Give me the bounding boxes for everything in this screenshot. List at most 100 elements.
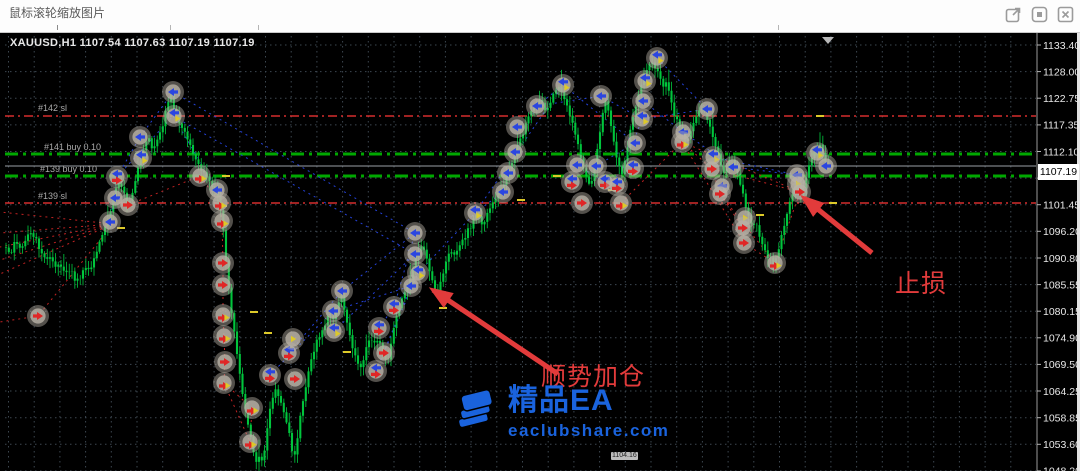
svg-text:1133.40: 1133.40	[1043, 40, 1080, 52]
trade-marker[interactable]	[213, 372, 235, 394]
trade-marker[interactable]	[373, 342, 395, 364]
trade-marker[interactable]	[189, 165, 211, 187]
trade-marker[interactable]	[497, 162, 519, 184]
trade-marker[interactable]	[506, 116, 528, 138]
trade-marker[interactable]	[733, 232, 755, 254]
trade-marker[interactable]	[701, 158, 723, 180]
trade-marker[interactable]	[571, 192, 593, 214]
ruler-tick	[778, 25, 779, 30]
trade-marker[interactable]	[117, 194, 139, 216]
trade-marker[interactable]	[610, 192, 632, 214]
svg-text:1096.20: 1096.20	[1043, 226, 1080, 238]
trade-marker[interactable]	[624, 132, 646, 154]
trade-marker[interactable]	[806, 142, 828, 164]
trade-marker[interactable]	[130, 147, 152, 169]
trade-marker[interactable]	[764, 252, 786, 274]
trade-marker[interactable]	[585, 155, 607, 177]
watermark-texts: 精品EA eaclubshare.com	[508, 385, 669, 441]
annotation-add-position: 顺势加仓	[541, 363, 646, 391]
ruler-tick	[57, 25, 58, 30]
open-in-new-window-button[interactable]	[1005, 6, 1022, 23]
svg-text:1128.00: 1128.00	[1043, 66, 1080, 78]
trade-marker[interactable]	[696, 98, 718, 120]
svg-text:1074.90: 1074.90	[1043, 333, 1080, 345]
trade-marker[interactable]	[211, 210, 233, 232]
trade-marker[interactable]	[492, 181, 514, 203]
order-label-142-sl[interactable]: #142 sl	[38, 103, 68, 113]
trade-marker[interactable]	[163, 105, 185, 127]
trade-marker[interactable]	[632, 90, 654, 112]
trade-marker[interactable]	[284, 368, 306, 390]
trade-marker[interactable]	[239, 431, 261, 453]
trade-marker[interactable]	[404, 243, 426, 265]
trade-marker[interactable]	[212, 274, 234, 296]
trade-marker[interactable]	[322, 300, 344, 322]
ruler-tick	[170, 25, 171, 30]
trade-marker[interactable]	[365, 360, 387, 382]
trade-marker[interactable]	[241, 397, 263, 419]
trade-marker[interactable]	[646, 47, 668, 69]
trade-marker[interactable]	[27, 305, 49, 327]
trade-marker[interactable]	[212, 304, 234, 326]
trade-marker[interactable]	[815, 155, 837, 177]
svg-text:1122.75: 1122.75	[1043, 93, 1080, 105]
trade-marker[interactable]	[622, 157, 644, 179]
trade-marker[interactable]	[407, 262, 429, 284]
trade-marker[interactable]	[212, 252, 234, 274]
order-label-141-buy[interactable]: #141 buy 0.10	[44, 142, 102, 152]
trade-marker[interactable]	[590, 85, 612, 107]
trade-marker[interactable]	[561, 171, 583, 193]
order-label-139-buy[interactable]: #139 buy 0.10	[40, 164, 98, 174]
trade-marker[interactable]	[566, 154, 588, 176]
trade-marker[interactable]	[323, 320, 345, 342]
trade-marker[interactable]	[383, 296, 405, 318]
svg-text:1080.15: 1080.15	[1043, 306, 1080, 318]
trade-markers	[27, 37, 837, 453]
candlestick-chart: 1133.40 1128.00 1122.75 1117.35 1112.10 1101.…	[0, 33, 1080, 471]
trade-marker[interactable]	[552, 74, 574, 96]
trade-marker[interactable]	[606, 174, 628, 196]
trade-marker[interactable]	[634, 70, 656, 92]
trade-marker[interactable]	[709, 183, 731, 205]
trade-marker[interactable]	[129, 126, 151, 148]
trade-marker[interactable]	[331, 280, 353, 302]
trade-marker[interactable]	[504, 141, 526, 163]
watermark: 精品EA eaclubshare.com	[450, 385, 669, 441]
trade-marker[interactable]	[278, 342, 300, 364]
trade-marker[interactable]	[526, 95, 548, 117]
trade-marker[interactable]	[259, 364, 281, 386]
svg-text:1058.85: 1058.85	[1043, 413, 1080, 425]
svg-text:1112.10: 1112.10	[1043, 146, 1080, 158]
trade-marker[interactable]	[162, 81, 184, 103]
mini-price-label: 1104.16	[611, 452, 638, 460]
watermark-domain: eaclubshare.com	[508, 421, 670, 440]
trade-marker[interactable]	[214, 351, 236, 373]
ruler-tick	[258, 25, 259, 30]
trade-marker[interactable]	[106, 166, 128, 188]
trade-marker[interactable]	[464, 202, 486, 224]
trade-marker[interactable]	[99, 211, 121, 233]
trade-marker[interactable]	[104, 187, 126, 209]
trade-marker[interactable]	[282, 328, 304, 350]
layers-logo-icon	[457, 389, 494, 429]
trade-marker[interactable]	[209, 192, 231, 214]
trade-marker[interactable]	[368, 317, 390, 339]
annotation-stop-loss: 止损	[895, 270, 948, 298]
close-button[interactable]	[1057, 6, 1074, 23]
trade-marker[interactable]	[671, 131, 693, 153]
actual-size-button[interactable]	[1031, 6, 1048, 23]
trade-marker[interactable]	[702, 146, 724, 168]
trade-marker[interactable]	[732, 217, 754, 239]
trade-marker[interactable]	[400, 275, 422, 297]
trade-marker[interactable]	[722, 156, 744, 178]
trade-marker[interactable]	[213, 325, 235, 347]
trade-marker[interactable]	[404, 222, 426, 244]
trade-marker[interactable]	[631, 108, 653, 130]
trade-marker[interactable]	[206, 179, 228, 201]
close-icon	[1057, 6, 1074, 23]
svg-text:1064.25: 1064.25	[1043, 386, 1080, 398]
actual-size-icon	[1031, 6, 1048, 23]
chart-area[interactable]: 1133.40 1128.00 1122.75 1117.35 1112.10 1101.…	[0, 33, 1080, 471]
order-label-139-sl[interactable]: #139 sl	[38, 191, 68, 201]
